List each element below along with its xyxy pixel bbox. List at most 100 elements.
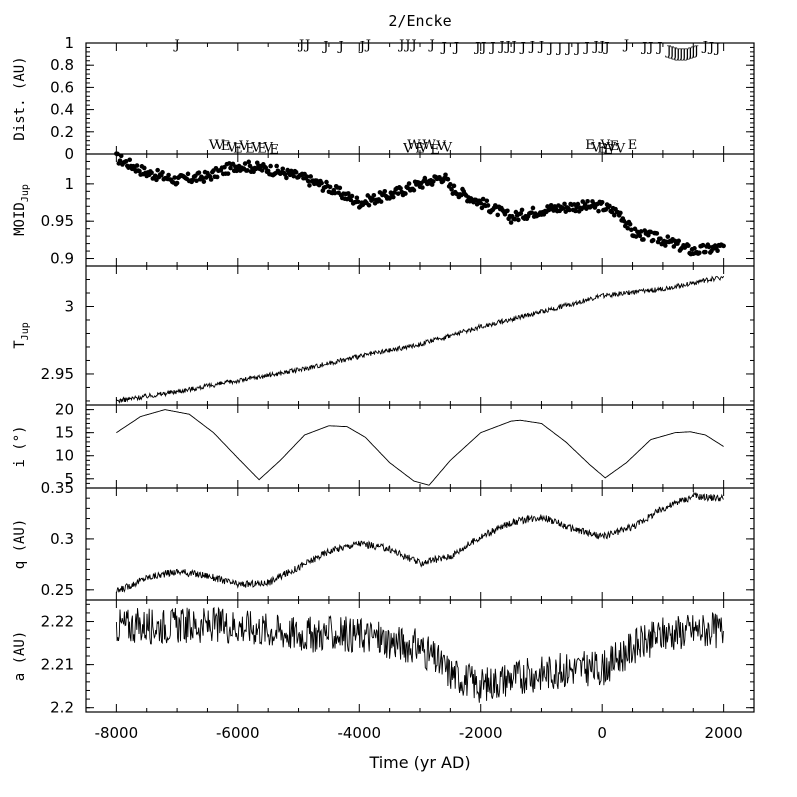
encounter-marker-E: E — [430, 143, 440, 158]
data-point — [516, 217, 521, 223]
encounter-marker-J: J — [358, 39, 365, 54]
data-point — [706, 244, 712, 250]
y-axis-label: MOIDJup — [12, 184, 31, 236]
y-axis-label: q (AU) — [12, 519, 28, 570]
data-point — [443, 172, 448, 178]
panel-incl: 5 10 15 20 i (°) — [12, 401, 754, 488]
x-axis-label: Time (yr AD) — [368, 753, 470, 772]
y-tick-label: 0.8 — [50, 56, 74, 74]
data-point — [607, 203, 612, 209]
data-point — [480, 196, 486, 202]
y-tick-label: 0.25 — [41, 581, 74, 599]
data-point — [263, 165, 269, 171]
encounter-marker-J: J — [692, 44, 699, 59]
data-point — [337, 185, 343, 191]
series-line-tjup — [115, 275, 725, 404]
encounter-marker-J: J — [573, 42, 580, 57]
data-point — [346, 191, 351, 196]
encounter-marker-J: J — [519, 40, 526, 55]
y-tick-label: 0.9 — [50, 250, 74, 268]
encounter-marker-J: J — [473, 40, 480, 55]
data-point — [633, 234, 639, 239]
x-tick-label: 0 — [597, 724, 607, 742]
data-point — [305, 178, 311, 184]
y-tick-label: 20 — [55, 401, 74, 419]
data-point — [686, 243, 691, 248]
data-point — [349, 193, 355, 199]
data-point — [214, 174, 220, 180]
data-point — [366, 202, 372, 208]
data-point — [225, 171, 231, 176]
encounter-marker-V: V — [262, 140, 273, 155]
y-tick-label: 0.35 — [41, 479, 74, 497]
encounter-marker-J: J — [680, 47, 687, 62]
encounter-marker-V: V — [238, 139, 249, 154]
data-point — [530, 205, 536, 211]
encounter-marker-J: J — [622, 38, 629, 53]
encounter-marker-J: J — [303, 38, 310, 53]
series-line-a — [115, 606, 724, 703]
encounter-marker-J: J — [546, 42, 553, 57]
data-point — [291, 173, 296, 179]
data-point — [387, 196, 392, 201]
data-point — [354, 195, 360, 201]
encounter-marker-E: E — [604, 143, 614, 158]
y-tick-label: 0.95 — [41, 212, 74, 230]
data-point — [654, 231, 660, 236]
data-point — [420, 185, 425, 190]
data-point — [246, 159, 252, 165]
data-point — [117, 158, 123, 163]
data-point — [284, 175, 289, 181]
encounter-marker-E: E — [233, 141, 243, 156]
panel-tjup: 2.95 3 TJup — [12, 265, 754, 405]
y-tick-label: 2.95 — [41, 365, 74, 383]
data-point — [650, 237, 656, 243]
data-point — [575, 201, 581, 207]
encounter-marker-E: E — [415, 141, 425, 156]
data-point — [208, 177, 214, 182]
data-point — [573, 208, 578, 214]
encounter-marker-J: J — [602, 40, 609, 55]
y-axis-label: i (°) — [12, 425, 28, 467]
encounter-marker-J: J — [555, 42, 562, 57]
data-point — [612, 212, 617, 218]
encounter-marker-J: J — [479, 40, 486, 55]
encounter-marker-J: J — [591, 39, 598, 54]
encounter-marker-V: V — [250, 140, 261, 155]
data-point — [658, 236, 663, 241]
y-tick-label: 0.4 — [50, 101, 74, 119]
data-point — [160, 170, 165, 175]
data-point — [280, 166, 286, 172]
data-point — [115, 151, 120, 157]
data-point — [609, 209, 615, 215]
encounter-marker-J: J — [397, 38, 404, 53]
encounter-marker-V: V — [600, 138, 611, 153]
data-point — [665, 234, 671, 239]
x-tick-label: -8000 — [95, 724, 139, 742]
data-point — [134, 163, 140, 168]
data-point — [484, 198, 490, 204]
encounter-marker-J: J — [364, 38, 371, 53]
data-point — [627, 221, 633, 227]
data-point — [448, 182, 453, 187]
data-point — [512, 216, 518, 222]
panel-moid: 0.9 0.95 1 MOIDJup — [12, 151, 754, 268]
encounter-marker-J: J — [503, 39, 510, 54]
encounter-marker-E: E — [270, 143, 280, 158]
data-point — [319, 180, 324, 186]
series-line-incl — [116, 409, 724, 486]
data-point — [324, 179, 329, 185]
data-point — [268, 163, 273, 169]
data-point — [485, 203, 491, 208]
data-point — [274, 163, 279, 169]
data-point — [245, 168, 250, 173]
series-line-q — [115, 491, 724, 593]
encounter-marker-J: J — [655, 40, 662, 55]
data-point — [200, 175, 205, 181]
y-tick-label: 0 — [64, 145, 74, 163]
encounter-marker-J: J — [537, 39, 544, 54]
data-point — [582, 202, 588, 207]
data-point — [152, 173, 158, 179]
encounter-marker-V: V — [606, 140, 617, 155]
